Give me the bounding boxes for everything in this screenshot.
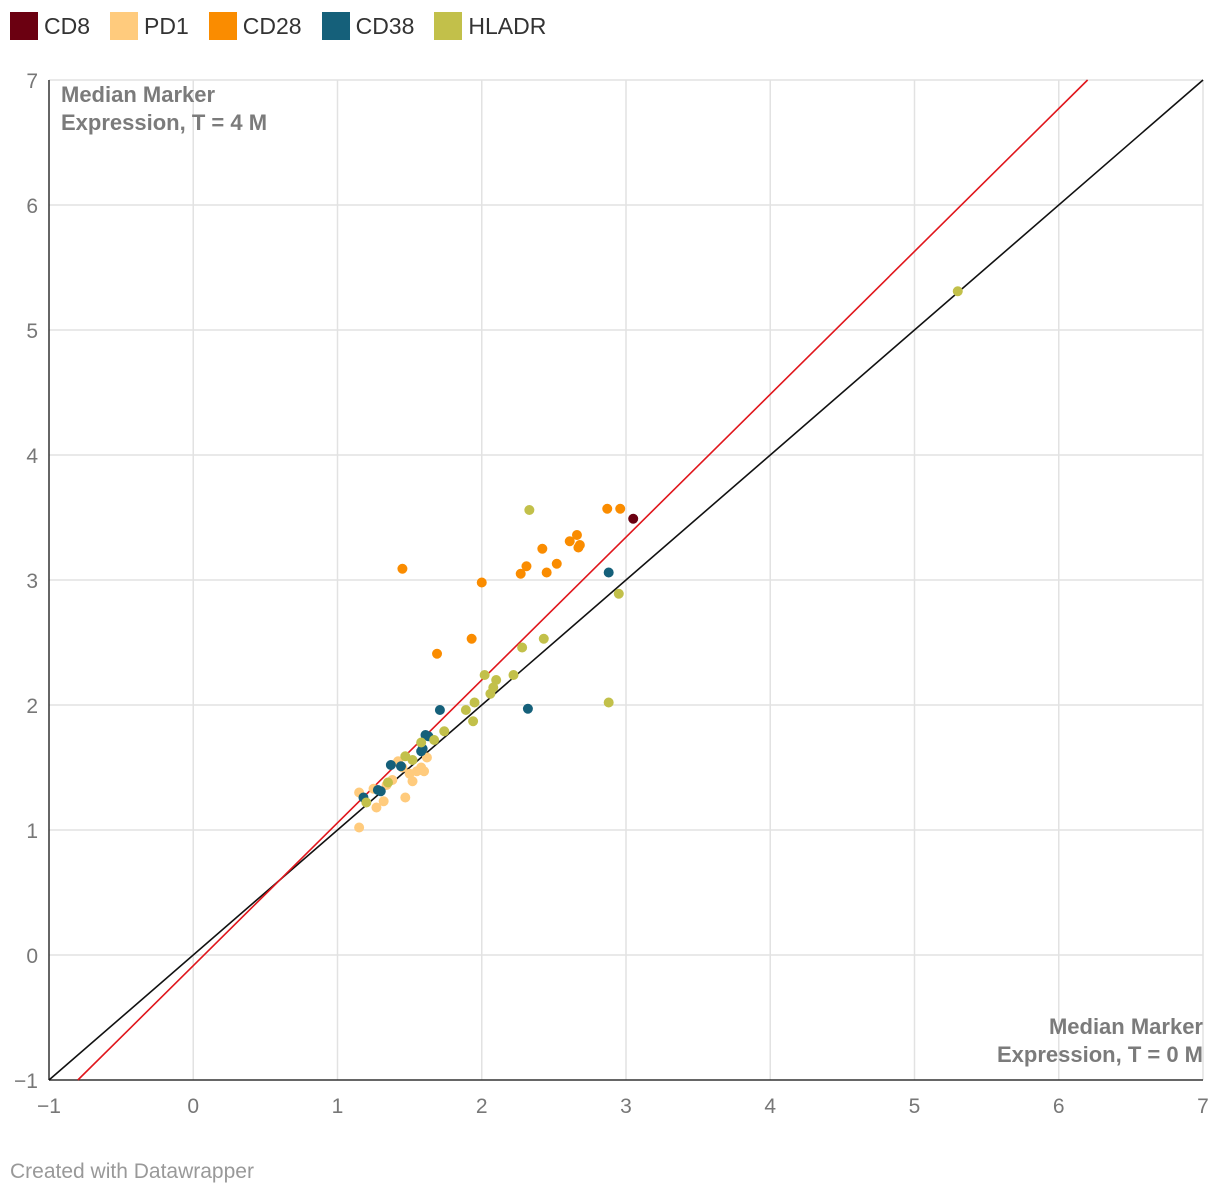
point-hladr [508, 670, 519, 680]
point-hladr [361, 797, 372, 808]
point-cd28 [551, 558, 562, 569]
y-tick-label: 2 [26, 695, 38, 718]
point-cd38 [385, 760, 396, 770]
point-cd28 [521, 561, 532, 572]
legend-item-cd28: CD28 [208, 12, 302, 40]
point-cd28 [432, 648, 443, 659]
point-cd28 [541, 567, 552, 578]
point-pd1 [378, 796, 389, 807]
legend: CD8 PD1 CD28 CD38 HLADR [10, 12, 566, 40]
point-cd28 [466, 633, 477, 644]
point-hladr [407, 755, 418, 765]
point-hladr [491, 675, 502, 685]
legend-item-hladr: HLADR [434, 12, 546, 40]
point-hladr [439, 726, 450, 737]
credit-text: Created with Datawrapper [10, 1160, 254, 1183]
point-cd28 [537, 543, 548, 554]
point-pd1 [354, 822, 365, 833]
x-tick-label: 1 [332, 1095, 344, 1118]
y-tick-label: 4 [26, 445, 38, 468]
point-hladr [952, 286, 963, 297]
point-cd28 [476, 577, 487, 588]
point-pd1 [371, 802, 382, 813]
point-cd28 [564, 536, 575, 547]
point-cd8 [628, 513, 639, 524]
legend-label: HLADR [468, 12, 547, 39]
y-tick-label: −1 [14, 1070, 38, 1093]
point-hladr [429, 735, 440, 745]
point-hladr [382, 777, 393, 788]
x-tick-label: −1 [37, 1095, 61, 1118]
identity-line [48, 79, 1204, 1081]
legend-swatch [208, 12, 237, 40]
point-hladr [460, 705, 471, 715]
point-pd1 [400, 792, 411, 803]
point-hladr [524, 505, 535, 515]
point-cd38 [395, 761, 406, 772]
point-hladr [517, 642, 528, 653]
x-tick-label: 4 [764, 1095, 776, 1118]
legend-swatch [321, 12, 350, 40]
point-cd28 [574, 540, 585, 550]
point-hladr [468, 716, 479, 727]
legend-swatch [110, 12, 139, 40]
y-tick-label: 0 [26, 945, 38, 968]
point-hladr [488, 682, 499, 693]
legend-item-pd1: PD1 [110, 12, 189, 40]
x-tick-label: 6 [1053, 1095, 1065, 1118]
x-tick-label: 0 [187, 1095, 199, 1118]
point-cd28 [515, 568, 526, 579]
point-cd28 [615, 503, 626, 514]
x-axis-title-line1: Median Marker [1049, 1014, 1203, 1039]
y-tick-label: 7 [26, 70, 38, 93]
y-axis-title-line1: Median Marker [61, 82, 215, 107]
x-axis-title-line2: Expression, T = 0 M [997, 1042, 1203, 1067]
point-cd38 [603, 567, 614, 578]
y-tick-label: 1 [26, 820, 38, 843]
x-tick-label: 2 [476, 1095, 488, 1118]
y-axis-title-line2: Expression, T = 4 M [61, 110, 267, 135]
point-hladr [469, 697, 480, 708]
legend-label: CD38 [355, 12, 415, 39]
point-hladr [613, 588, 624, 599]
point-cd28 [571, 530, 582, 540]
trend-line [77, 79, 1089, 1081]
point-cd38 [375, 786, 386, 797]
point-hladr [479, 670, 490, 680]
point-cd28 [602, 503, 613, 514]
y-tick-label: 6 [26, 195, 38, 218]
point-hladr [416, 737, 427, 748]
legend-swatch [10, 12, 38, 40]
legend-label: CD8 [44, 12, 91, 39]
scatter-chart: −1 0 1 2 3 4 5 6 7 −1 0 1 2 3 4 5 6 7 Median Marker Expre… [14, 70, 1209, 1118]
point-cd28 [397, 563, 408, 574]
x-tick-label: 3 [620, 1095, 632, 1118]
point-cd38 [522, 703, 533, 714]
legend-swatch [434, 12, 463, 40]
point-hladr [538, 633, 549, 644]
point-pd1 [407, 776, 418, 787]
y-tick-label: 3 [26, 570, 38, 593]
x-tick-label: 5 [909, 1095, 921, 1118]
point-pd1 [419, 766, 430, 777]
point-hladr [603, 697, 614, 708]
y-tick-label: 5 [26, 320, 38, 343]
legend-label: CD28 [242, 12, 302, 39]
legend-item-cd38: CD38 [321, 12, 415, 40]
point-cd38 [434, 705, 445, 715]
x-tick-label: 7 [1197, 1095, 1209, 1118]
legend-item-cd8: CD8 [10, 12, 90, 40]
legend-label: PD1 [144, 12, 189, 39]
